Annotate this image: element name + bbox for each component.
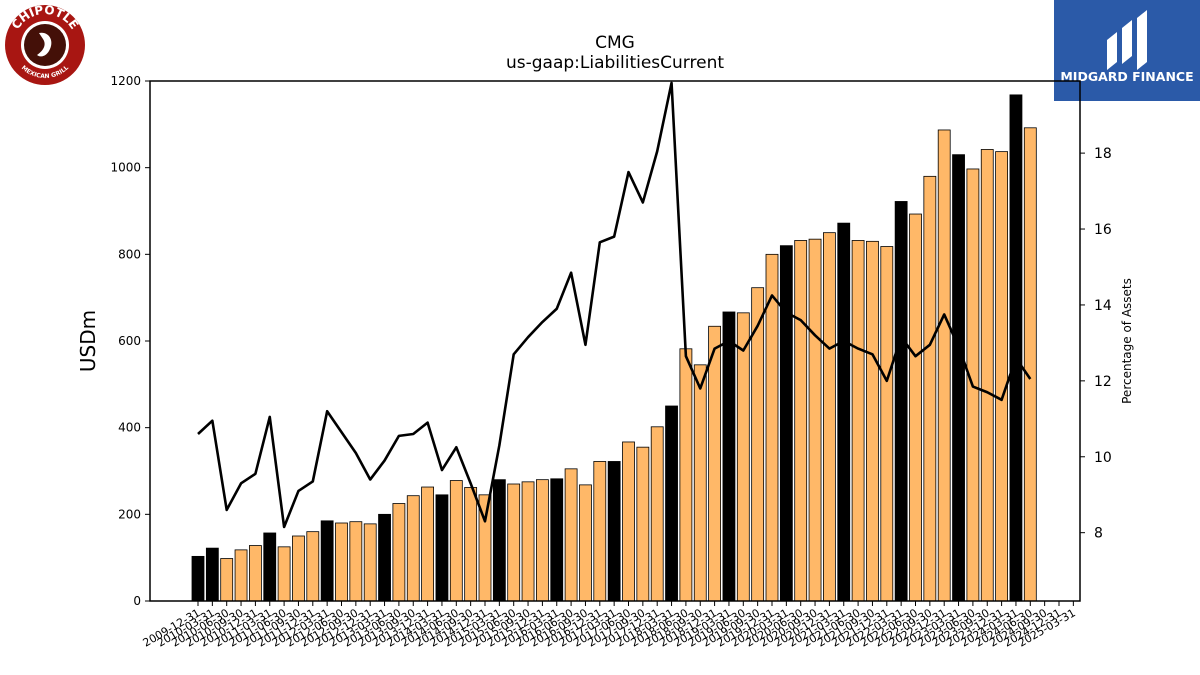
y-tick-label: 200 — [118, 507, 141, 521]
bar-2021-06-30 — [851, 240, 865, 602]
percentage-line — [197, 81, 1032, 529]
bar-2017-12-31 — [650, 426, 664, 602]
y2-tick-label: 10 — [1094, 450, 1112, 466]
bar-2023-09-30 — [980, 149, 994, 602]
bar-2015-06-30 — [507, 483, 521, 602]
bar-2022-03-31 — [894, 201, 908, 602]
bar-2015-03-31 — [492, 479, 506, 602]
bar-2016-06-30 — [564, 468, 578, 602]
y-axis-label: USDm — [76, 310, 100, 372]
y2-tick-label: 14 — [1094, 298, 1112, 314]
y-tick-label: 400 — [118, 421, 141, 435]
bar-2021-03-31 — [837, 222, 851, 602]
bar-2012-06-30 — [335, 522, 348, 602]
bar-2009-12-31 — [191, 555, 205, 602]
bar-2024-03-31 — [1009, 94, 1023, 602]
y-tick-label: 1200 — [110, 74, 141, 88]
bar-2020-06-30 — [794, 240, 808, 602]
bar-2017-03-31 — [607, 461, 621, 602]
midgard-logo-text: MIDGARD FINANCE — [1060, 69, 1193, 84]
bar-2014-06-30 — [449, 480, 463, 602]
bar-2013-12-31 — [421, 486, 435, 602]
bar-2011-06-30 — [277, 546, 291, 602]
bar-2020-03-31 — [779, 245, 793, 602]
bar-2017-06-30 — [622, 441, 635, 602]
bar-2012-09-30 — [349, 521, 363, 602]
y-tick-label: 600 — [118, 334, 141, 348]
y2-tick-label: 12 — [1094, 374, 1112, 390]
bar-2019-06-30 — [736, 312, 750, 602]
bar-2018-06-30 — [679, 348, 693, 602]
bar-2010-06-30 — [220, 558, 234, 602]
chipotle-logo: CHIPOTLE MEXICAN GRILL — [5, 3, 85, 85]
line-series — [197, 81, 1032, 529]
bar-2022-09-30 — [923, 175, 937, 602]
bar-2013-03-31 — [378, 513, 391, 602]
bar-2011-03-31 — [263, 532, 277, 602]
bar-2022-06-30 — [909, 213, 922, 602]
bar-2019-03-31 — [722, 311, 736, 602]
bar-2010-09-30 — [234, 549, 248, 602]
bar-2016-09-30 — [579, 484, 592, 602]
bar-2020-12-31 — [823, 232, 836, 602]
bar-2012-12-31 — [363, 523, 377, 602]
bar-2013-06-30 — [392, 503, 406, 602]
bar-2010-12-31 — [248, 545, 262, 602]
y2-tick-label: 8 — [1094, 526, 1103, 542]
bar-2023-12-31 — [995, 151, 1008, 602]
bar-2012-03-31 — [320, 520, 334, 602]
bar-2018-09-30 — [693, 364, 707, 602]
bar-2016-03-31 — [550, 478, 564, 602]
bar-2016-12-31 — [593, 461, 607, 602]
bar-2011-09-30 — [292, 535, 305, 602]
bar-2011-12-31 — [306, 531, 320, 602]
bar-2015-09-30 — [521, 481, 535, 602]
y2-tick-label: 16 — [1094, 222, 1112, 238]
chart-title: CMG — [595, 33, 635, 53]
y-tick-label: 1000 — [110, 161, 141, 175]
axes: 020040060080010001200810121416182009-12-… — [110, 74, 1111, 650]
chart-subtitle: us-gaap:LiabilitiesCurrent — [506, 53, 724, 73]
bar-2021-12-31 — [880, 246, 894, 602]
bar-2022-12-31 — [937, 129, 951, 602]
bar-2014-03-31 — [435, 494, 449, 602]
bar-2018-12-31 — [708, 325, 721, 602]
bar-2017-09-30 — [636, 446, 650, 602]
bar-2015-12-31 — [536, 479, 549, 602]
bar-2020-09-30 — [808, 238, 822, 602]
bar-2024-06-30 — [1023, 127, 1037, 602]
y2-axis-label: Percentage of Assets — [1120, 278, 1134, 404]
bar-2013-09-30 — [406, 495, 420, 602]
y-tick-label: 800 — [118, 247, 141, 261]
bar-series — [191, 94, 1037, 602]
midgard-logo: MIDGARD FINANCE — [1054, 0, 1200, 101]
bar-2018-03-31 — [665, 405, 678, 602]
y-tick-label: 0 — [133, 594, 141, 608]
bar-2010-03-31 — [205, 547, 219, 602]
midgard-mark-icon — [1107, 10, 1147, 70]
pepper-icon — [37, 32, 52, 57]
bar-2023-03-31 — [952, 154, 965, 602]
bar-2014-09-30 — [464, 487, 478, 602]
bar-2021-09-30 — [866, 240, 879, 602]
y2-tick-label: 18 — [1094, 146, 1112, 162]
